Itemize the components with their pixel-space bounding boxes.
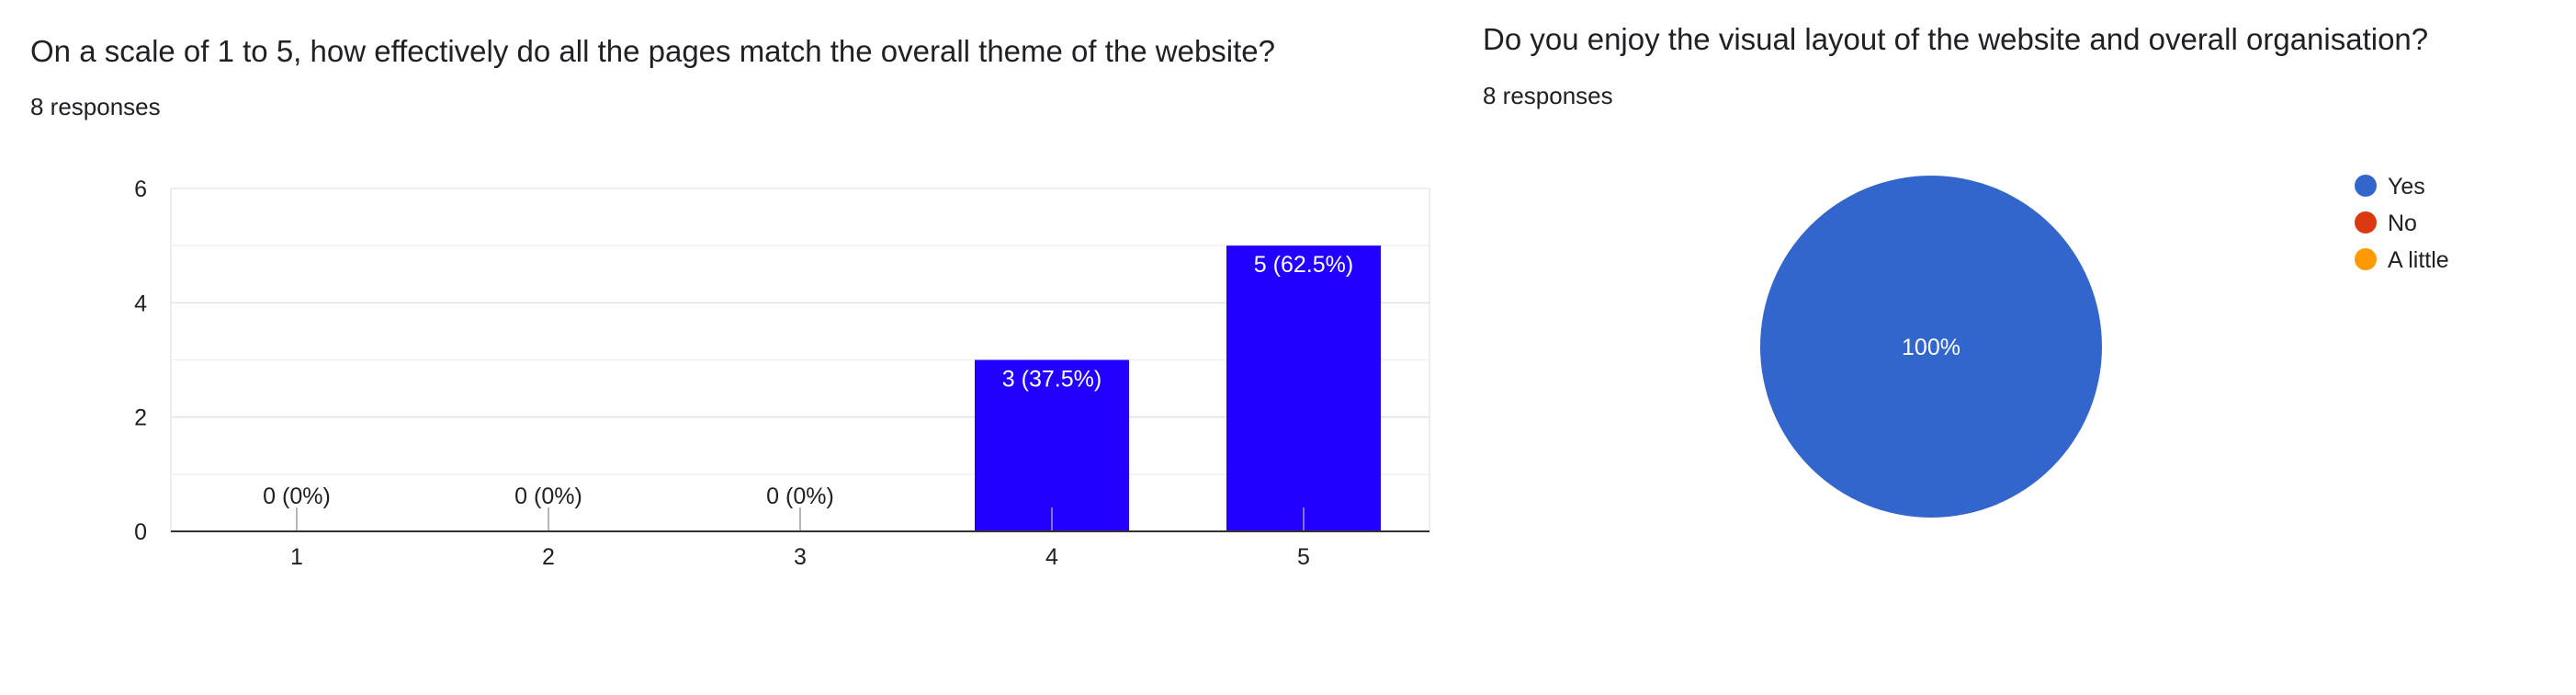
bar-chart: 0 2 4 6 0 (0%) 1 0 (0%) 2 0 (0%) 3 3 (37.5%) 4 5 (62… — [134, 177, 1430, 570]
pie-slice — [1760, 176, 2102, 518]
legend-label: No — [2388, 211, 2417, 236]
y-tick-label: 6 — [134, 177, 147, 202]
y-tick-label: 0 — [134, 519, 147, 545]
x-tick-label: 5 — [1297, 544, 1310, 570]
x-tick-label: 3 — [794, 544, 807, 570]
bar — [975, 359, 1129, 531]
y-tick-label: 2 — [134, 405, 147, 431]
x-tick-label: 4 — [1045, 544, 1058, 570]
bar-data-label: 0 (0%) — [766, 484, 834, 509]
legend-label: Yes — [2388, 174, 2425, 199]
bar-data-label: 0 (0%) — [514, 484, 582, 509]
bar — [1226, 245, 1381, 531]
pie-chart-panel: Do you enjoy the visual layout of the we… — [1470, 0, 2576, 695]
bar-chart-panel: On a scale of 1 to 5, how effectively do… — [30, 34, 1430, 570]
bar-data-label: 0 (0%) — [263, 484, 331, 509]
bar-chart-question-title: On a scale of 1 to 5, how effectively do… — [30, 34, 1276, 68]
legend-label: A little — [2388, 247, 2449, 273]
pie-slice-label: 100% — [1902, 335, 1960, 360]
bar-data-label: 3 (37.5%) — [1002, 367, 1102, 393]
legend-swatch — [2355, 175, 2377, 197]
pie-chart: 100% Yes No A little — [1760, 174, 2449, 518]
pie-chart-response-count: 8 responses — [1483, 82, 1613, 109]
x-tick-label: 2 — [542, 544, 555, 570]
bar-chart-response-count: 8 responses — [30, 93, 161, 120]
legend-swatch — [2355, 211, 2377, 234]
legend-swatch — [2355, 248, 2377, 270]
y-tick-label: 4 — [134, 291, 147, 316]
x-tick-label: 1 — [290, 544, 303, 570]
pie-chart-question-title: Do you enjoy the visual layout of the we… — [1483, 22, 2429, 56]
bar-data-label: 5 (62.5%) — [1254, 252, 1353, 278]
